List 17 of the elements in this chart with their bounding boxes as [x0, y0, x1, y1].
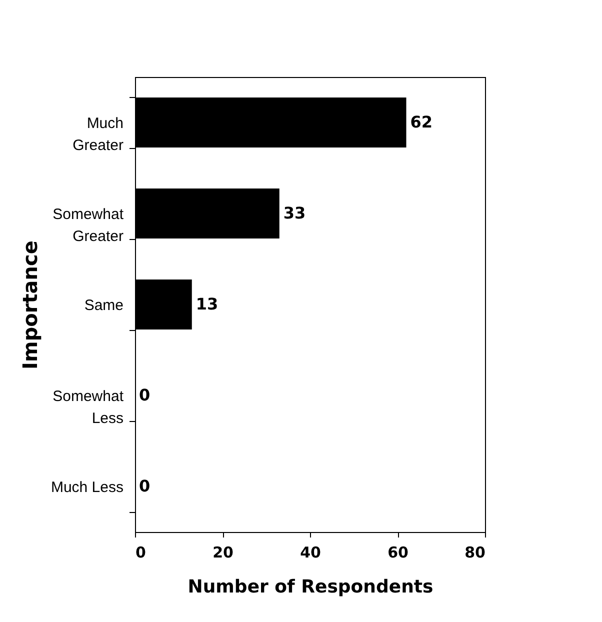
x-tick-label: 80	[464, 544, 486, 562]
y-tick-label: Much Greater	[72, 115, 124, 154]
x-tick-label: 40	[300, 544, 321, 562]
data-label: 13	[196, 294, 218, 314]
data-label: 62	[410, 112, 433, 132]
y-tick-label: Somewhat Less	[52, 388, 124, 427]
x-tick-label: 0	[136, 544, 146, 562]
y-axis-title: Importance	[18, 240, 42, 370]
data-label: 0	[139, 476, 150, 496]
x-tick-label: 60	[388, 544, 408, 562]
y-tick-label: Same	[84, 297, 124, 314]
y-tick-label: Somewhat Greater	[52, 206, 124, 245]
x-axis-title: Number of Respondents	[188, 576, 434, 598]
x-tick-label: 20	[212, 544, 234, 562]
data-label: 0	[139, 386, 150, 404]
y-tick-label: Much Less	[50, 479, 124, 496]
data-label: 33	[283, 204, 306, 222]
